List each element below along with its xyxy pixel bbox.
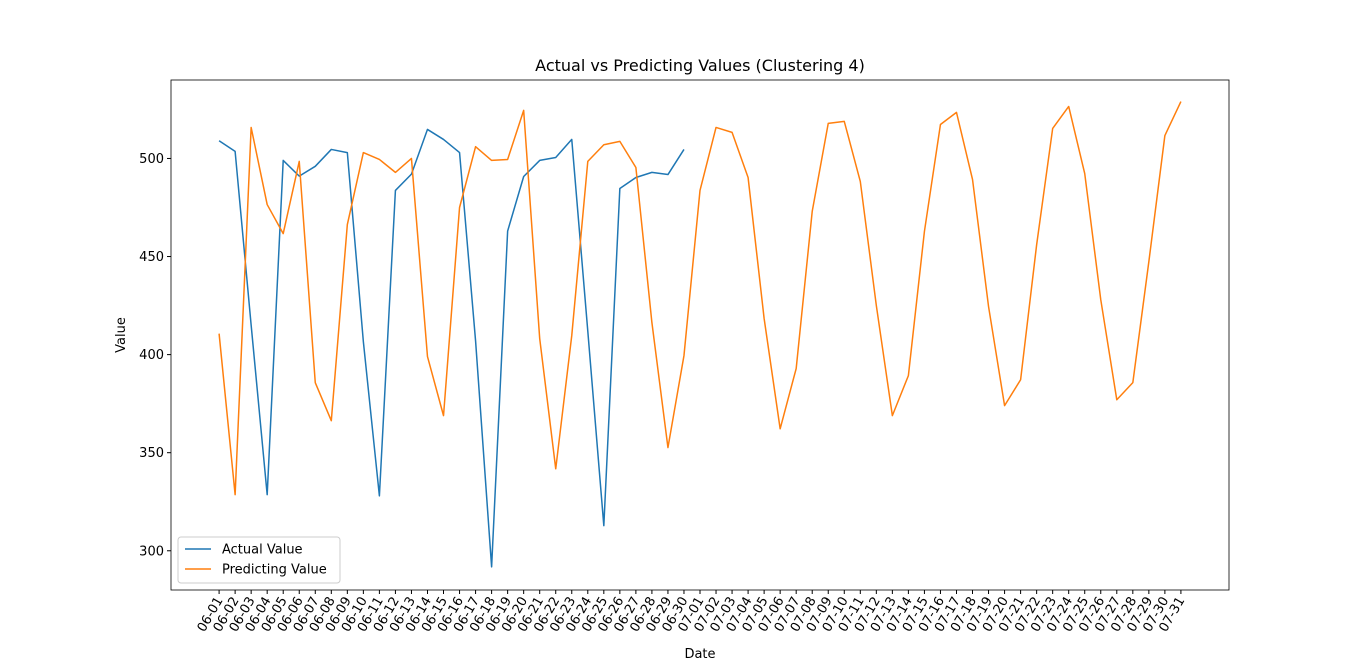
y-tick-label: 400 xyxy=(139,348,164,363)
y-tick-label: 500 xyxy=(139,152,164,167)
legend-label: Predicting Value xyxy=(222,563,327,578)
line-series xyxy=(218,101,1182,496)
plot-frame xyxy=(170,79,1230,591)
x-axis-label: Date xyxy=(684,647,715,662)
y-axis-label: Value xyxy=(114,317,129,353)
legend: Actual Value Predicting Value xyxy=(177,536,341,584)
y-tick-label: 450 xyxy=(139,250,164,265)
legend-box xyxy=(177,536,341,584)
y-tick-label: 350 xyxy=(139,446,164,461)
y-tick-label: 300 xyxy=(139,544,164,559)
chart-title: Actual vs Predicting Values (Clustering … xyxy=(535,56,865,75)
legend-label: Actual Value xyxy=(222,543,303,558)
